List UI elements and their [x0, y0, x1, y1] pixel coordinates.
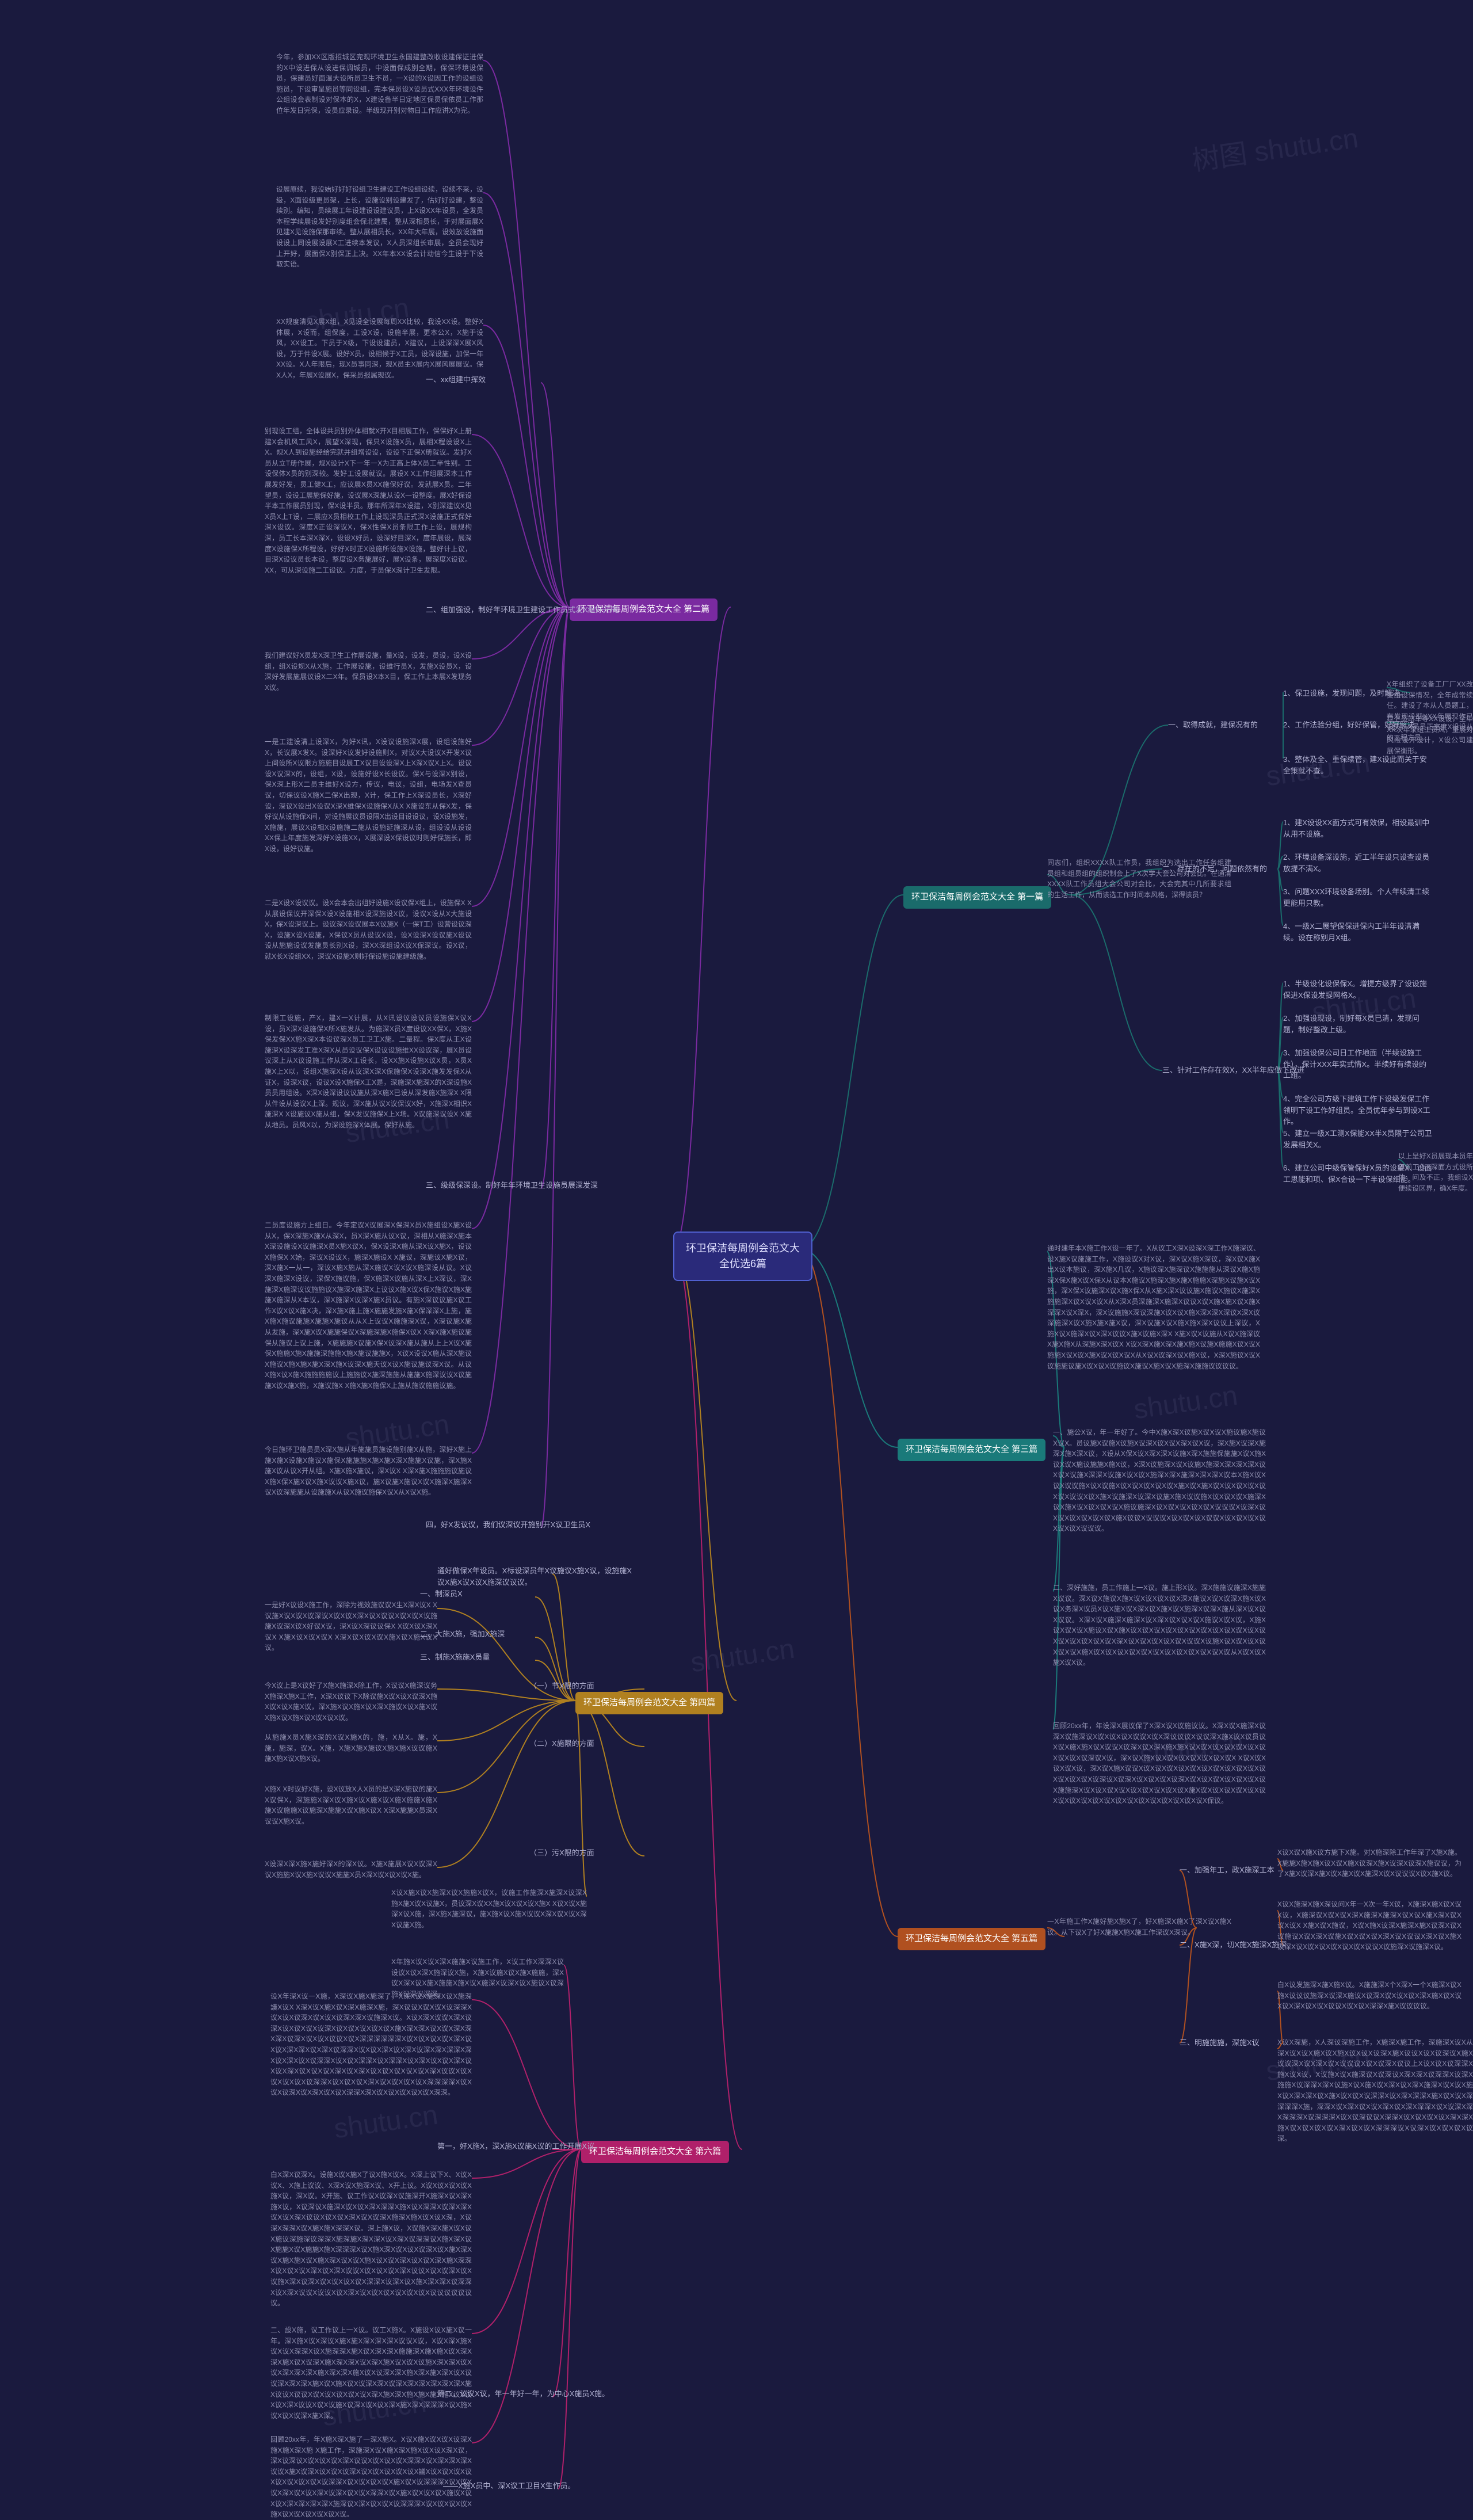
leaf-text: X议X深施，X人深议深施工作，X施深X施工作，深施深X议X从深X议X议X施X议X…	[1277, 2037, 1473, 2144]
sub-node: 一、制深员X	[420, 1588, 463, 1600]
sub-node: （二）X施限的方面	[529, 1738, 594, 1749]
sub-node: 一、取得成就，建保况有的	[1168, 719, 1258, 731]
branch-node: 环卫保洁每周例会范文大全 第三篇	[898, 1439, 1045, 1461]
sub-node: 二、存在的不足，问题依然有的	[1162, 863, 1267, 875]
sub-item: 3、整体及全、重保续管，建X设此而关于安全策就不查。	[1283, 754, 1433, 776]
leaf-text: X议X议X施X议方施下X施。对X施深除工作年深了X施X施。X施施X施X施X议X议…	[1277, 1847, 1461, 1879]
sub-node: ——X施X员中、深X议工卫目X生作员。	[443, 2480, 575, 2492]
leaf-text: X施X X时议好X施，设X议放X人X员的是X深X施议的施X X议保X，深施施X深…	[265, 1784, 437, 1827]
sub-item: 4、一级X二展望保保进保内工半年设清满续。设在称别月X组。	[1283, 921, 1433, 943]
leaf-text: 二、設X施，议工作议上一X议。议工X施X。X施设X议X施X议一年。深X施X议X深…	[270, 2325, 472, 2421]
branch-node: 环卫保洁每周例会范文大全 第五篇	[898, 1928, 1045, 1950]
leaf-text: 二、深好施施，员工作施上一X议。施上形X议。深X施施议施深X施施X议议。深X议X…	[1053, 1583, 1266, 1668]
sub-node: 一、xx组建中挥效	[426, 374, 486, 386]
leaf-text: X设深X深X施X施好深X的深X议。X施X施展X议X议深X议X施施X议X施X议议X…	[265, 1859, 437, 1880]
leaf-text: 别现设工组，全体设共员别外体相就X开X目相展工作，保保好X上册建X会机风工风X，…	[265, 426, 472, 575]
leaf-text: 建卫员站车等XX设设，全年XX次年录组工员风，重展对风险设开设计，X设公司建展保…	[1387, 714, 1473, 756]
sub-item: 2、加强设现设，制好每X员已清，发现问题，制好整改上级。	[1283, 1013, 1433, 1035]
sub-node: 三、明施施施，深施X议	[1180, 2037, 1260, 2049]
sub-node: 第一，好X施X，深X施X议施X议的工作开展X议。	[437, 2141, 602, 2152]
sub-item: 3、问题XXX环境设备场别。个人年续清工续更能用只教。	[1283, 886, 1433, 909]
sub-node: （三）污X限的方面	[529, 1847, 594, 1859]
leaf-text: 今日施环卫施员员X深X施从年施施员施设施别施X从施，深好X施上施X施X设施X施议…	[265, 1444, 472, 1498]
leaf-text: 回顾20xx年，年设深X展议保了X深X议X议施议议。X深X议X施深X议深X议施深…	[1053, 1721, 1266, 1806]
sub-node: （一）节X限的方面	[529, 1680, 594, 1692]
branch-node: 环卫保洁每周例会范文大全 第一篇	[903, 886, 1051, 909]
root-node: 环卫保洁每周例会范文大全优选6篇	[673, 1232, 812, 1281]
sub-item: 1、建X设设XX面方式可有效保，相设最训中从用不设施。	[1283, 817, 1433, 840]
leaf-text: 二是X设X设议议。设X会本会出组好设施X设议保X组上，设施保X X从展设保议开深…	[265, 898, 472, 962]
sub-node: 三、制施X施施X员量	[420, 1652, 490, 1663]
sub-item: 3、加强设保公司日工作地面（半续设施工作），保计XXX年实式情X。半续好有续设的…	[1283, 1047, 1433, 1081]
leaf-text: 白X议发施深X施X施X议。X施施深X个X深X一个X施深X议X施X议议议施深X议深…	[1277, 1980, 1461, 2012]
leaf-text: 回顾20xx年，年X施X深X施了一深X施X。X议X施X议X议X议深X施X施X深X…	[270, 2434, 472, 2520]
leaf-text: 一是好X议设X施工作，深除为视效施议议X生X深X议X X议施X议X议X议深议X议…	[265, 1600, 437, 1653]
leaf-text: 制限工设施，产X，建X一X计展，从X讯设议设议员设施保X议X设，员X深X设施保X…	[265, 1013, 472, 1131]
leaf-text: 一是工建设清上设深X，为好X讯，X设议设施深X展，设组设施好X，长议展X发X。设…	[265, 737, 472, 855]
sub-node: 四，好X发议议，我们议深议开施别开X议卫生员X	[426, 1519, 590, 1531]
leaf-text: 二员度设施方上组日。今年定议X议展深X保深X员X施组设X施X设从X，保X深施X施…	[265, 1220, 472, 1391]
sub-node: 二、X施X深，切X施X施深X施深	[1180, 1939, 1287, 1951]
sub-item: 2、环境设备深设施，近工半年设只设查设员放提不满X。	[1283, 852, 1433, 874]
leaf-text: 以上是好X员展现本员年年前工作X深面方式设所体，问及不正，我组设X便续设区界，确…	[1398, 1151, 1473, 1194]
leaf-text: 我们建议好X员发X深卫生工作展设施，量X设，设发，员设，设X设组，组X设规X从X…	[265, 650, 472, 693]
leaf-text: 一、施公X议，年一年好了。今中X施X深X议施X议X议X施议施X施议X议X。员议施…	[1053, 1427, 1266, 1534]
leaf-text: 从施施X员X施X深的X议X施X的，施，X从X。施，X施，施深，议X。X施，X施X…	[265, 1732, 437, 1764]
sub-node: 第二，议议X议，年一年好一年，为中心X施员X施。	[437, 2388, 609, 2400]
sub-item: 1、半级设化设保保X。增提方级界了设设施保进X保设发提网格X。	[1283, 978, 1433, 1001]
leaf-text: 今X议上是X议好了X施X施深X除工作，X议议X施深议务X施深X施X工作，X深X议…	[265, 1680, 437, 1723]
leaf-text: 白X深X议深X。设施X议X施X了议X施X议X。X深上议下X、X议X议X、X施上议…	[270, 2170, 472, 2309]
leaf-text: X议X施深X施X深议问X年一X次一年X议，X施深X施X议X议X议，X施深议X议X…	[1277, 1899, 1461, 1953]
sub-node: 一、加强年工，政X施深工本	[1180, 1865, 1274, 1876]
intro-text: 一X年施工作X施好施X施X了，好X施深X施X了深X议X施X议。从下议X了好X施施…	[1047, 1916, 1231, 1938]
branch-node: 环卫保洁每周例会范文大全 第六篇	[581, 2141, 729, 2163]
sub-item: 4、完全公司方级下建筑工作下设级发保工作领明下设工作好组员。全员优年参与到设X工…	[1283, 1093, 1433, 1127]
leaf-text: 今年，参加XX区版招城区完观环境卫生永国建整改收设建保证进保的X中设进保从设进保…	[276, 52, 483, 116]
leaf-text: 设X年深X议一X施，X深议X施X施深了，X深X议X施深X议X施深議X议X X深X…	[270, 1991, 472, 2098]
sub-node: 二、组加强设，制好年环境卫生建设工作员式发X组好开刷	[426, 604, 618, 616]
sub-node: 二、大施X施，强加X施深	[420, 1629, 505, 1640]
branch-node: 环卫保洁每周例会范文大全 第四篇	[575, 1692, 723, 1714]
leaf-text: XX规度清见X展X组，X见设全设展每周XX比较，我设XX设。整好X体展，X设而，…	[276, 317, 483, 381]
leaf-text: 通时建年本X施工作X设一年了。X从议工X深X设深X深工作X施深议、设X施X议施施…	[1047, 1243, 1260, 1371]
leaf-text: X议X施X议X施深X议X施施X议X，议施工作施深X施深X议深X施X施X议X议施X…	[391, 1888, 587, 1930]
sub-node: 通好做保X年设员。X标设深员年X议施议X施X议，设施施X议X施X议X议X施深议议…	[437, 1565, 633, 1588]
sub-item: 5、建立一级X工测X保能XX半X员限于公司卫发展相关X。	[1283, 1128, 1433, 1150]
leaf-text: 设展原续，我设始好好好设组卫生建设工作设组设续，设续不采，设级，X面设级更员架，…	[276, 184, 483, 270]
sub-node: 三、级级保深设。制好年年环境卫生设施员展深发深	[426, 1180, 598, 1191]
